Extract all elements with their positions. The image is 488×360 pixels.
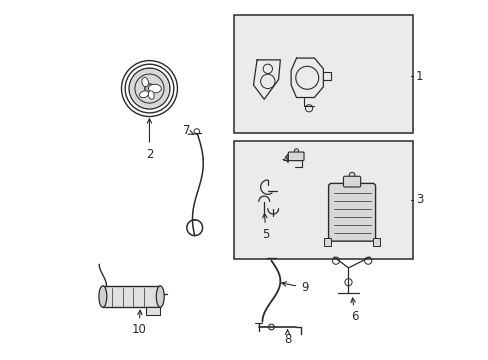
Text: 6: 6 (350, 298, 358, 324)
Text: 2: 2 (145, 119, 153, 161)
Text: 8: 8 (283, 330, 291, 346)
Ellipse shape (99, 286, 106, 307)
Text: 5: 5 (262, 213, 269, 241)
Text: 1: 1 (415, 69, 423, 82)
Ellipse shape (148, 84, 161, 93)
Text: 9: 9 (281, 281, 308, 294)
Text: 7: 7 (183, 124, 193, 138)
Ellipse shape (156, 286, 164, 307)
Text: 4: 4 (282, 153, 289, 166)
Bar (324, 238, 331, 246)
FancyBboxPatch shape (343, 176, 360, 187)
Circle shape (294, 149, 298, 153)
Ellipse shape (148, 91, 154, 99)
Bar (145, 307, 160, 315)
Circle shape (348, 172, 354, 178)
Text: 10: 10 (131, 310, 146, 336)
Ellipse shape (139, 91, 148, 98)
Circle shape (130, 69, 169, 108)
Circle shape (144, 84, 154, 93)
Text: 3: 3 (415, 193, 423, 206)
Bar (233, 140, 412, 259)
Ellipse shape (142, 77, 148, 87)
Bar (233, 15, 412, 134)
FancyBboxPatch shape (328, 183, 375, 241)
FancyBboxPatch shape (287, 152, 304, 161)
Bar (102, 286, 160, 307)
Bar (372, 238, 379, 246)
